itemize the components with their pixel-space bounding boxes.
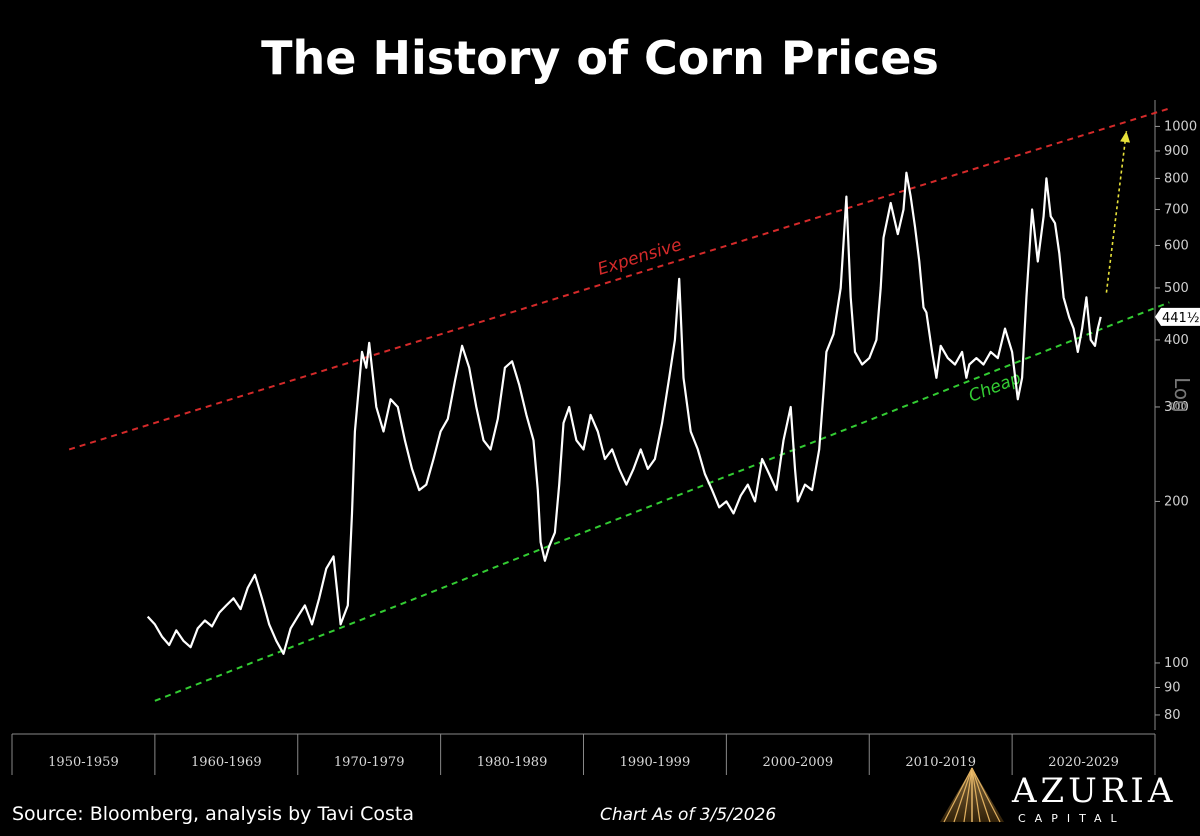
y-tick-label: 1000 [1164, 119, 1197, 134]
y-tick-label: 200 [1164, 494, 1189, 509]
last-value-badge: 441½ [1155, 307, 1200, 326]
y-tick-label: 80 [1164, 708, 1181, 723]
expensive-trend-line [68, 107, 1170, 451]
y-tick-label: 700 [1164, 203, 1189, 218]
scale-label: Log [1170, 377, 1194, 413]
x-tick-label: 2020-2029 [1048, 755, 1119, 770]
last-value-badge-shape [1155, 307, 1200, 326]
logo-rays-icon [940, 767, 1004, 823]
upside-arrow-line [1105, 131, 1128, 293]
y-tick-label: 900 [1164, 144, 1189, 159]
logo-sub: CAPITAL [1018, 812, 1126, 825]
x-tick-label: 1950-1959 [48, 755, 119, 770]
arrow-head-icon [1120, 131, 1131, 143]
x-tick-label: 2000-2009 [763, 755, 834, 770]
price-series-line [146, 171, 1102, 655]
x-tick-label: 1980-1989 [477, 755, 548, 770]
y-tick-label: 400 [1164, 333, 1189, 348]
last-value-label: 441½ [1162, 311, 1199, 326]
cheap-trend-line [154, 301, 1170, 702]
y-tick-label: 100 [1164, 656, 1189, 671]
x-tick-label: 1970-1979 [334, 755, 405, 770]
y-axis: 80 90 100 200 300 400 500 600 700 800 900 1000 [1155, 119, 1197, 723]
source-note: Source: Bloomberg, analysis by Tavi Cost… [12, 803, 414, 825]
y-tick-label: 600 [1164, 238, 1189, 253]
x-axis: 1950-1959 1960-1969 1970-1979 1980-1989 1990… [11, 734, 1156, 775]
y-tick-label: 300 [1164, 400, 1189, 415]
y-tick-label: 500 [1164, 281, 1189, 296]
x-tick-label: 1960-1969 [191, 755, 262, 770]
y-tick-label: 90 [1164, 681, 1181, 696]
as-of-date: Chart As of 3/5/2026 [600, 805, 776, 825]
y-tick-label: 800 [1164, 171, 1189, 186]
azuria-logo: AZURIA CAPITAL [940, 767, 1176, 825]
x-tick-label: 1990-1999 [620, 755, 691, 770]
x-tick-label: 2010-2019 [905, 755, 976, 770]
chart-title: The History of Corn Prices [261, 31, 939, 85]
logo-name: AZURIA [1011, 771, 1176, 811]
